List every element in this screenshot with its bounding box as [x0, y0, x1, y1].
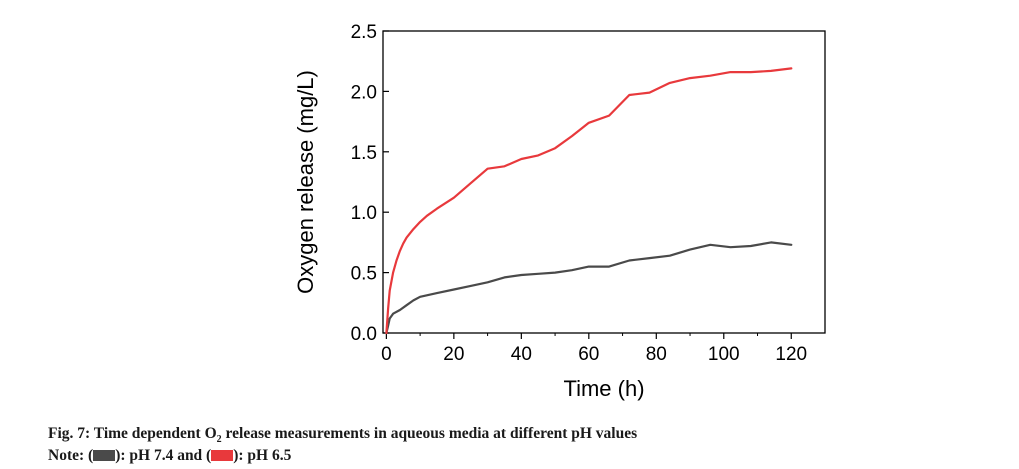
- figure-note: Note: ( ): pH 7.4 and ( ): pH 6.5: [48, 447, 291, 465]
- series-1-swatch: [93, 450, 116, 461]
- note-series-1-label: ): pH 7.4 and (: [115, 447, 212, 464]
- y-tick-label: 1.5: [351, 143, 377, 164]
- x-tick-label: 80: [646, 344, 667, 365]
- caption-title-start: Fig. 7: Time dependent O: [48, 425, 217, 442]
- caption-title-end: release measurements in aqueous media at…: [221, 425, 638, 442]
- y-tick-label: 1.0: [351, 203, 377, 224]
- series-1-line: [385, 241, 793, 335]
- x-tick-label: 0: [381, 344, 392, 365]
- y-axis-ticks: 0.0 0.5 1.0 1.5 2.0 2.5: [351, 22, 389, 345]
- x-tick-label: 120: [775, 344, 807, 365]
- plot-frame: [382, 30, 826, 334]
- x-axis-ticks: 0 20 40 60 80 100 120: [381, 333, 807, 365]
- y-tick-label: 0.0: [351, 324, 377, 345]
- series-layer: [385, 67, 793, 335]
- x-tick-label: 60: [578, 344, 599, 365]
- line-chart: 0.0 0.5 1.0 1.5 2.0 2.5 0 20 40 60 80 100 120 Time …: [293, 22, 826, 401]
- x-tick-label: 100: [708, 344, 740, 365]
- y-tick-label: 0.5: [351, 264, 377, 285]
- series-2-line: [385, 67, 793, 335]
- y-axis-title: Oxygen release (mg/L): [293, 70, 318, 294]
- note-prefix: Note: (: [48, 447, 94, 464]
- series-2-swatch: [211, 450, 234, 461]
- y-tick-label: 2.5: [351, 22, 377, 43]
- x-tick-label: 20: [443, 344, 464, 365]
- figure-caption: Fig. 7: Time dependent O2 release measur…: [48, 425, 637, 445]
- caption-subscript: 2: [216, 434, 222, 446]
- x-axis-title: Time (h): [563, 376, 644, 401]
- x-tick-label: 40: [511, 344, 532, 365]
- y-tick-label: 2.0: [351, 82, 377, 103]
- note-series-2-label: ): pH 6.5: [233, 447, 292, 464]
